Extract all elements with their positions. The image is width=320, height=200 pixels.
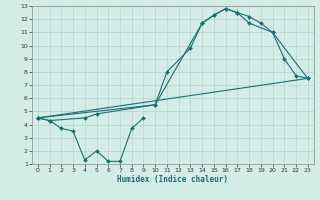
- X-axis label: Humidex (Indice chaleur): Humidex (Indice chaleur): [117, 175, 228, 184]
